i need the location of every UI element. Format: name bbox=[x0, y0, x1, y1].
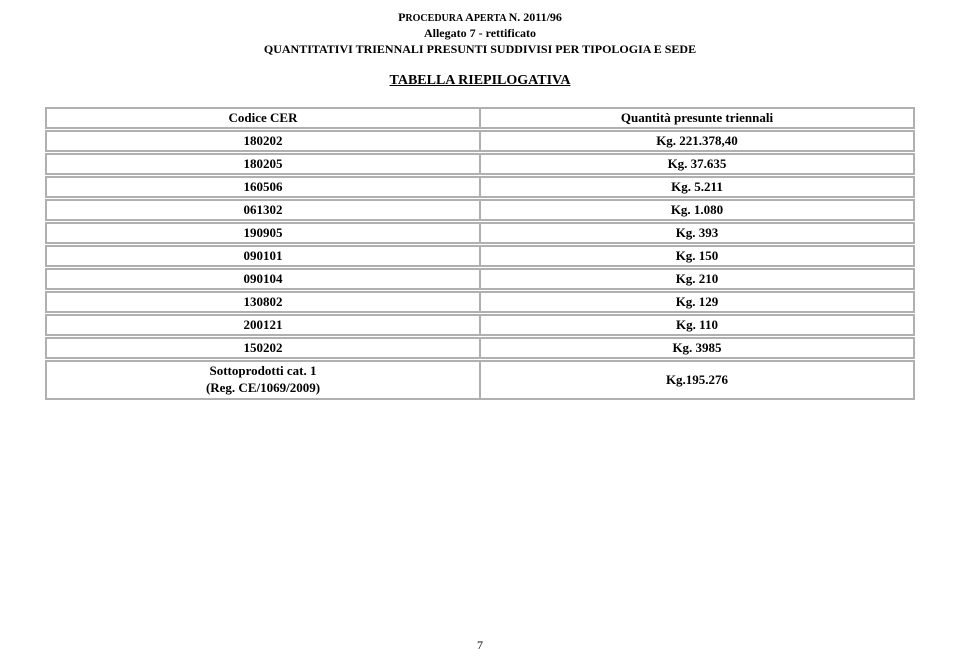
cell-code: 090104 bbox=[47, 271, 479, 288]
header-line-3: QUANTITATIVI TRIENNALI PRESUNTI SUDDIVIS… bbox=[45, 42, 915, 57]
table-footer-row: Sottoprodotti cat. 1 (Reg. CE/1069/2009)… bbox=[45, 360, 915, 400]
table-header-right: Quantità presunte triennali bbox=[481, 110, 913, 126]
header-line-1: PROCEDURA APERTA N. 2011/96 bbox=[45, 10, 915, 25]
summary-table: Codice CER Quantità presunte triennali 1… bbox=[45, 107, 915, 400]
footer-left-line2: (Reg. CE/1069/2009) bbox=[47, 380, 479, 397]
table-row: 061302 Kg. 1.080 bbox=[45, 199, 915, 221]
cell-code: 061302 bbox=[47, 202, 479, 219]
table-header-row: Codice CER Quantità presunte triennali bbox=[45, 107, 915, 129]
cell-code: 200121 bbox=[47, 317, 479, 334]
cell-code: 180202 bbox=[47, 133, 479, 150]
page-number: 7 bbox=[0, 638, 960, 653]
cell-code: 150202 bbox=[47, 340, 479, 357]
table-row: 090104 Kg. 210 bbox=[45, 268, 915, 290]
table-row: 150202 Kg. 3985 bbox=[45, 337, 915, 359]
table-row: 190905 Kg. 393 bbox=[45, 222, 915, 244]
cell-code: 090101 bbox=[47, 248, 479, 265]
cell-qty: Kg. 210 bbox=[481, 271, 913, 287]
cell-qty: Kg. 129 bbox=[481, 294, 913, 310]
footer-left-line1: Sottoprodotti cat. 1 bbox=[47, 363, 479, 380]
table-row: 130802 Kg. 129 bbox=[45, 291, 915, 313]
cell-code: 180205 bbox=[47, 156, 479, 173]
cell-qty: Kg. 393 bbox=[481, 225, 913, 241]
table-title: TABELLA RIEPILOGATIVA bbox=[45, 73, 915, 89]
table-row: 160506 Kg. 5.211 bbox=[45, 176, 915, 198]
cell-code: 160506 bbox=[47, 179, 479, 196]
cell-qty: Kg. 110 bbox=[481, 317, 913, 333]
cell-qty: Kg. 37.635 bbox=[481, 156, 913, 172]
table-row: 180205 Kg. 37.635 bbox=[45, 153, 915, 175]
cell-qty: Kg. 1.080 bbox=[481, 202, 913, 218]
cell-footer-left: Sottoprodotti cat. 1 (Reg. CE/1069/2009) bbox=[47, 363, 479, 397]
cell-footer-right: Kg.195.276 bbox=[481, 372, 913, 388]
cell-code: 130802 bbox=[47, 294, 479, 311]
table-row: 090101 Kg. 150 bbox=[45, 245, 915, 267]
cell-qty: Kg. 5.211 bbox=[481, 179, 913, 195]
cell-qty: Kg. 150 bbox=[481, 248, 913, 264]
cell-qty: Kg. 221.378,40 bbox=[481, 133, 913, 149]
table-row: 180202 Kg. 221.378,40 bbox=[45, 130, 915, 152]
document-header: PROCEDURA APERTA N. 2011/96 Allegato 7 -… bbox=[45, 10, 915, 89]
table-header-left: Codice CER bbox=[47, 110, 479, 127]
table-row: 200121 Kg. 110 bbox=[45, 314, 915, 336]
header-line-2: Allegato 7 - rettificato bbox=[45, 26, 915, 41]
cell-qty: Kg. 3985 bbox=[481, 340, 913, 356]
cell-code: 190905 bbox=[47, 225, 479, 242]
